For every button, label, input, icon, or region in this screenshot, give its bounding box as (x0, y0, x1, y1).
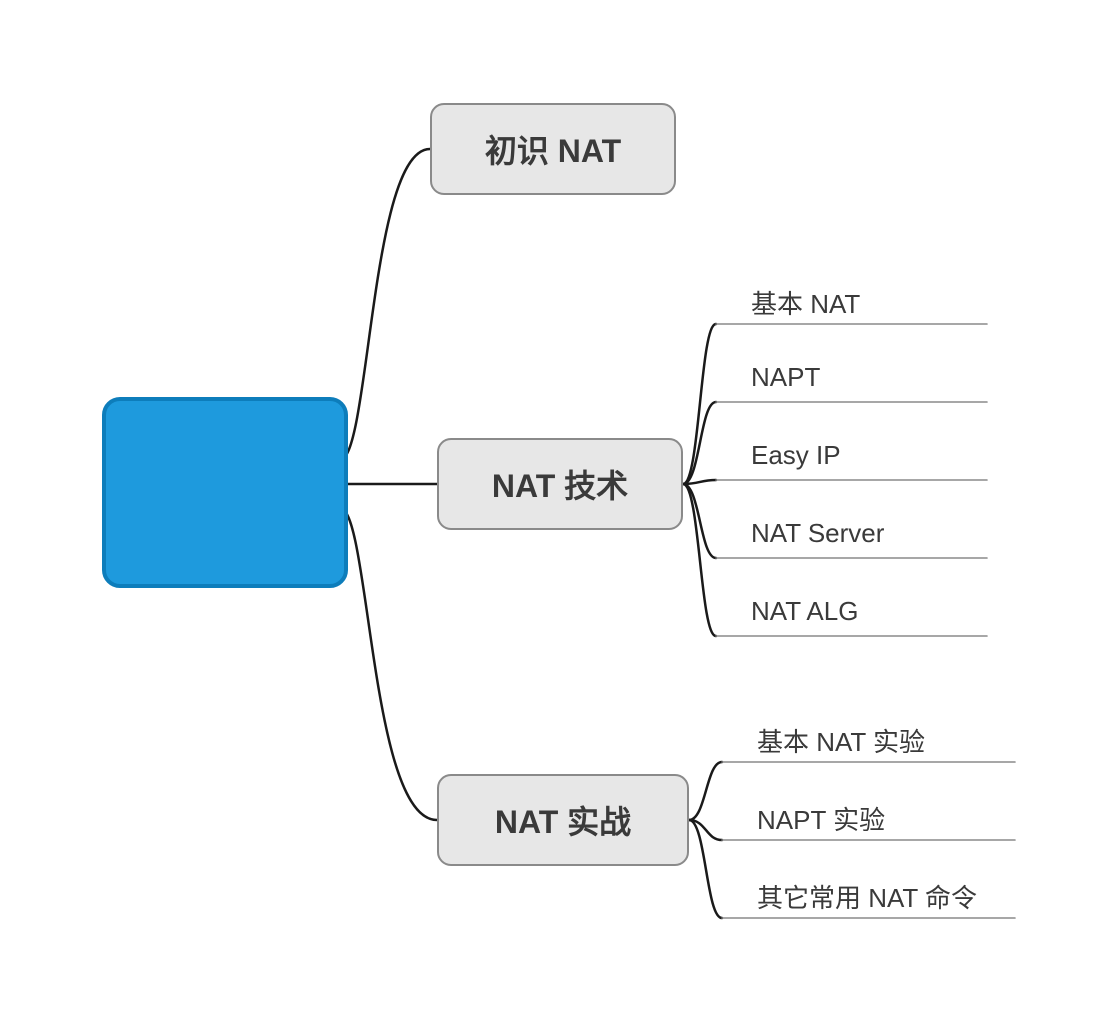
connectors-root (340, 149, 437, 820)
branch-node-practice: NAT 实战 (437, 774, 689, 866)
leaf-basic-nat: 基本 NAT (751, 284, 860, 321)
leaf-napt: NAPT (751, 362, 820, 393)
leaf-basic-nat-exp: 基本 NAT 实验 (757, 722, 925, 759)
leaf-napt-exp: NAPT 实验 (757, 800, 885, 837)
leaf-nat-alg: NAT ALG (751, 596, 858, 627)
leaf-nat-server: NAT Server (751, 518, 884, 549)
branch-label: NAT 实战 (495, 797, 631, 843)
leaf-easy-ip: Easy IP (751, 440, 841, 471)
root-node (102, 397, 348, 588)
branch-label: NAT 技术 (492, 461, 628, 507)
leaf-other-nat-cmd: 其它常用 NAT 命令 (757, 878, 977, 915)
branch-node-tech: NAT 技术 (437, 438, 683, 530)
branch-node-intro: 初识 NAT (430, 103, 676, 195)
branch-label: 初识 NAT (485, 126, 621, 172)
